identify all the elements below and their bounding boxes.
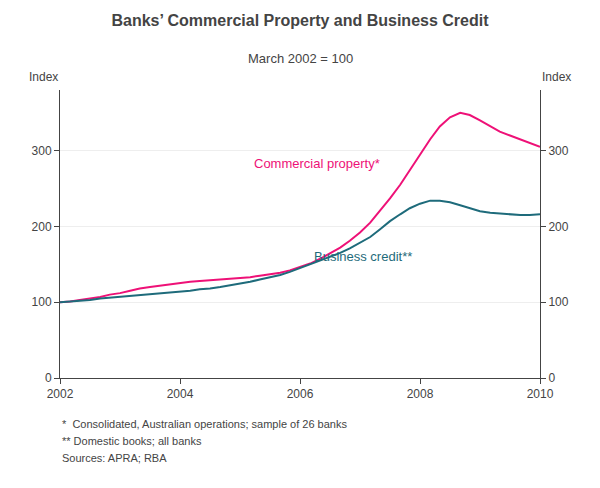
svg-text:0: 0 — [45, 371, 52, 385]
svg-text:Index: Index — [542, 70, 571, 84]
svg-text:Sources: APRA; RBA: Sources: APRA; RBA — [62, 452, 167, 464]
svg-text:2002: 2002 — [47, 387, 74, 401]
svg-text:300: 300 — [32, 144, 52, 158]
svg-text:Commercial property*: Commercial property* — [254, 156, 380, 171]
svg-text:2010: 2010 — [527, 387, 554, 401]
svg-text:2004: 2004 — [167, 387, 194, 401]
svg-text:100: 100 — [548, 295, 568, 309]
svg-text:200: 200 — [32, 220, 52, 234]
svg-text:0: 0 — [548, 371, 555, 385]
svg-text:100: 100 — [32, 295, 52, 309]
svg-text:2006: 2006 — [287, 387, 314, 401]
svg-text:Index: Index — [29, 70, 58, 84]
svg-text:** Domestic books; all banks: ** Domestic books; all banks — [62, 435, 202, 447]
svg-text:* Consolidated, Australian op: * Consolidated, Australian operations; s… — [62, 418, 347, 430]
svg-text:Banks’ Commercial Property and: Banks’ Commercial Property and Business … — [111, 12, 489, 29]
svg-text:200: 200 — [548, 220, 568, 234]
svg-text:Business credit**: Business credit** — [314, 249, 412, 264]
svg-text:300: 300 — [548, 144, 568, 158]
svg-text:March 2002 = 100: March 2002 = 100 — [248, 51, 353, 66]
svg-text:2008: 2008 — [407, 387, 434, 401]
